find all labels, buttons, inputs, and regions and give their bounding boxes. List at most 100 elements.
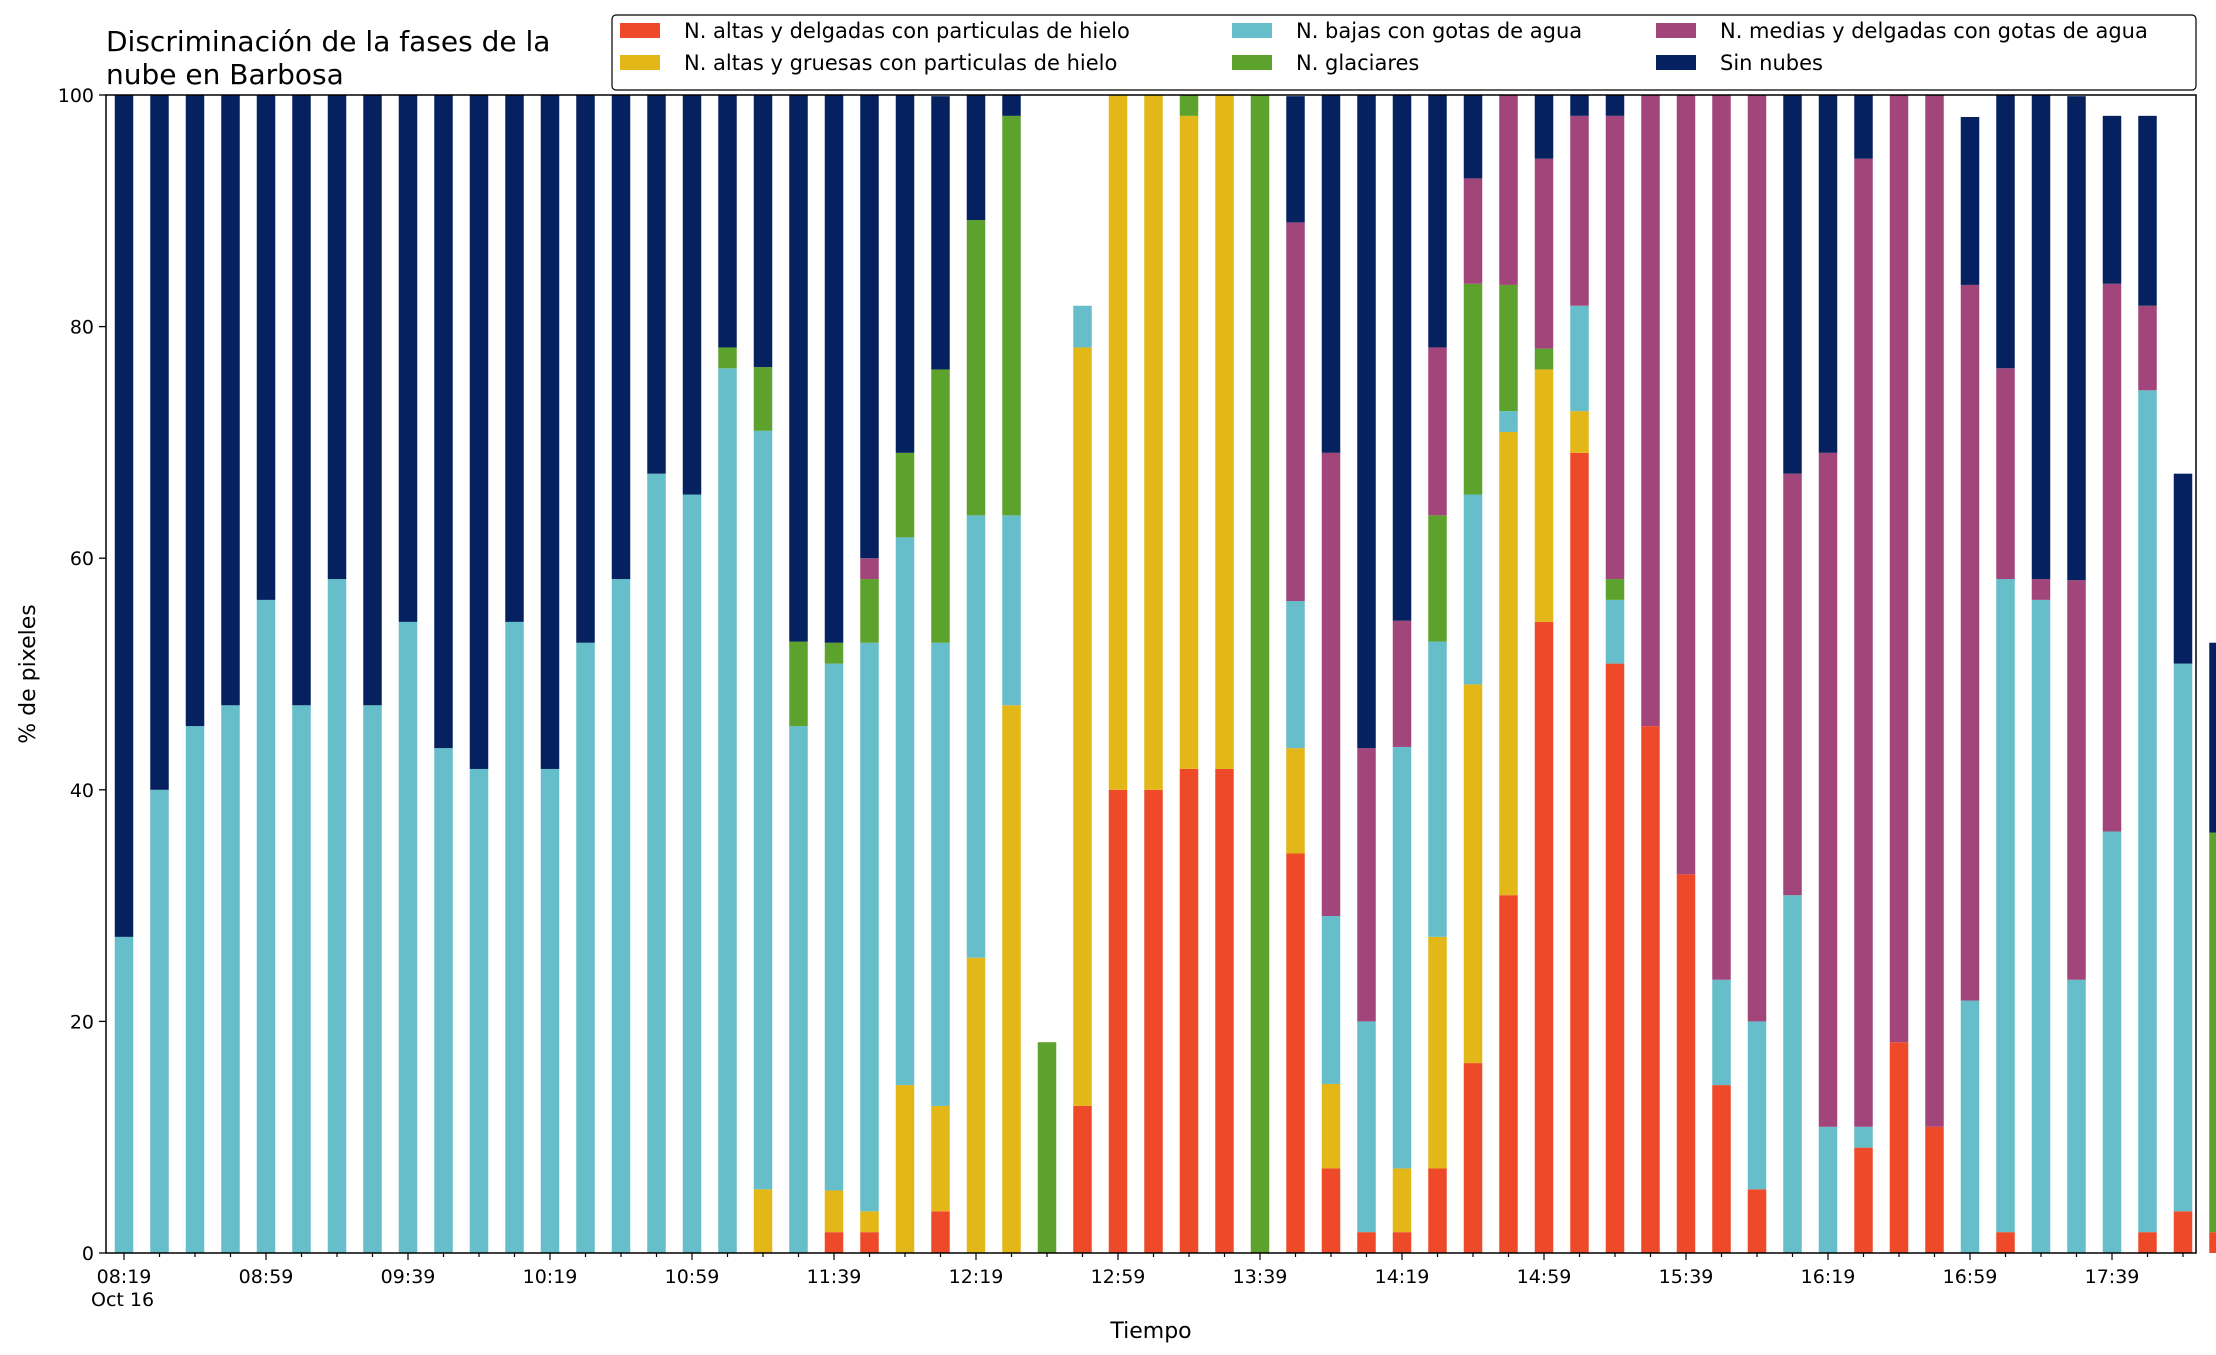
bar-segment-s0-46 — [1747, 1189, 1767, 1253]
bar-segment-s5-22 — [895, 95, 915, 453]
legend-label-3: N. glaciares — [1296, 51, 1419, 75]
bar-segment-s0-53 — [1996, 1232, 2015, 1253]
x-axis-label: Tiempo — [1109, 1319, 1191, 1344]
bar-segment-s3-19 — [789, 641, 808, 727]
bar-segment-s5-54 — [2031, 95, 2051, 580]
legend-label-0: N. altas y delgadas con particulas de hi… — [684, 19, 1130, 43]
legend-label-1: N. altas y gruesas con particulas de hie… — [684, 51, 1117, 75]
bar-segment-s5-11 — [505, 95, 524, 622]
bar-segment-s2-37 — [1428, 641, 1447, 937]
bar-segment-s5-36 — [1392, 95, 1412, 621]
bar-segment-s4-46 — [1747, 95, 1767, 1022]
bar-segment-s5-33 — [1286, 96, 1305, 223]
bar-segment-s4-57 — [2138, 305, 2157, 391]
legend-swatch-2 — [1232, 23, 1272, 38]
bar-segment-s2-0 — [114, 936, 134, 1253]
bar-segment-s5-10 — [469, 95, 489, 769]
y-tick-label-4: 80 — [70, 317, 94, 339]
bar-segment-s2-22 — [895, 537, 915, 1086]
bar-segment-s2-45 — [1712, 979, 1731, 1086]
y-tick-label-2: 40 — [70, 780, 94, 802]
bar-segment-s1-28 — [1108, 95, 1128, 790]
bar-segment-s2-12 — [540, 768, 560, 1253]
bar-segment-s5-0 — [114, 95, 134, 937]
bar-segment-s4-43 — [1641, 95, 1660, 727]
bar-segment-s5-38 — [1463, 95, 1483, 179]
bar-segment-s2-25 — [1002, 515, 1021, 706]
legend-swatch-4 — [1656, 23, 1696, 38]
bar-segment-s1-31 — [1215, 95, 1234, 769]
bar-segment-s1-33 — [1286, 748, 1305, 854]
bar-segment-s0-44 — [1676, 874, 1696, 1253]
bar-segment-s5-35 — [1357, 95, 1376, 749]
bar-segment-s5-41 — [1570, 95, 1589, 116]
bar-segment-s0-59 — [2209, 1232, 2216, 1253]
y-tick-label-1: 20 — [70, 1011, 94, 1033]
x-tick-label-9: 14:19 — [1375, 1266, 1430, 1288]
bar-segment-s5-49 — [1854, 95, 1873, 159]
legend-label-2: N. bajas con gotas de agua — [1296, 19, 1582, 43]
bar-segment-s5-19 — [789, 95, 808, 642]
bar-segment-s0-33 — [1286, 853, 1305, 1253]
legend-swatch-3 — [1232, 55, 1272, 70]
bar-segment-s1-38 — [1463, 684, 1483, 1064]
bar-segment-s2-41 — [1570, 305, 1589, 412]
bar-segment-s5-7 — [363, 95, 382, 706]
bar-segment-s4-39 — [1499, 95, 1518, 285]
bar-segment-s3-37 — [1428, 515, 1447, 642]
bar-segment-s5-3 — [221, 95, 240, 706]
bar-segment-s2-21 — [860, 642, 879, 1212]
bar-segment-s5-56 — [2102, 115, 2122, 284]
bar-segment-s5-48 — [1818, 95, 1838, 453]
bar-segment-s2-16 — [682, 494, 702, 1253]
bar-segment-s4-48 — [1818, 452, 1838, 1127]
bar-segment-s5-12 — [540, 95, 560, 769]
bar-segment-s4-38 — [1463, 178, 1483, 284]
bar-segment-s5-37 — [1428, 95, 1447, 348]
bar-segment-s4-34 — [1321, 452, 1341, 917]
bar-segment-s0-58 — [2173, 1211, 2193, 1253]
bar-segment-s0-38 — [1463, 1063, 1483, 1253]
legend-box — [611, 14, 2197, 91]
x-tick-label-13: 16:59 — [1943, 1266, 1998, 1288]
bar-segment-s4-50 — [1889, 95, 1909, 1043]
bar-segment-s4-44 — [1676, 95, 1696, 875]
chart-title: Discriminación de la fases de la nube en… — [106, 25, 550, 91]
bar-segment-s4-47 — [1783, 473, 1802, 896]
x-axis: 08:19 08:59 09:39 10:19 10:59 11:39 12:19 12:59… — [91, 1253, 2184, 1311]
bar-segment-s3-22 — [895, 452, 915, 538]
bar-segment-s0-34 — [1321, 1168, 1341, 1253]
bar-segment-s3-26 — [1037, 1042, 1057, 1253]
y-tick-label-0: 0 — [82, 1243, 94, 1265]
bar-segment-s5-58 — [2173, 473, 2193, 664]
bar-segment-s1-24 — [966, 957, 986, 1253]
bar-segment-s5-2 — [185, 95, 205, 727]
bar-segment-s5-59 — [2209, 642, 2216, 833]
legend-swatch-0 — [620, 23, 660, 38]
x-tick-label-2: 09:39 — [381, 1266, 436, 1288]
y-tick-label-3: 60 — [70, 548, 94, 570]
bar-segment-s1-30 — [1179, 115, 1199, 769]
x-tick-date-label: Oct 16 — [91, 1289, 154, 1311]
bar-segment-s2-10 — [469, 768, 489, 1253]
bar-segment-s5-47 — [1783, 95, 1802, 474]
bar-segment-s2-42 — [1605, 599, 1625, 664]
bar-segment-s3-38 — [1463, 283, 1483, 495]
x-tick-label-12: 16:19 — [1801, 1266, 1856, 1288]
bar-segment-s0-42 — [1605, 663, 1625, 1253]
bar-segment-s5-34 — [1321, 95, 1341, 453]
bar-segment-s0-23 — [931, 1211, 950, 1253]
bar-segment-s5-25 — [1002, 95, 1021, 116]
bar-segment-s2-58 — [2173, 663, 2193, 1212]
chart-title-line-1: Discriminación de la fases de la — [106, 25, 550, 58]
bar-segment-s3-40 — [1534, 348, 1554, 370]
bar-segment-s4-49 — [1854, 158, 1873, 1127]
bar-segment-s3-20 — [824, 642, 844, 664]
bar-segment-s0-57 — [2138, 1232, 2157, 1253]
bar-segment-s2-13 — [576, 642, 595, 1253]
bar-segment-s4-52 — [1960, 284, 1980, 1001]
bar-segment-s4-42 — [1605, 115, 1625, 580]
bar-segment-s5-21 — [860, 95, 879, 559]
x-tick-label-10: 14:59 — [1517, 1266, 1572, 1288]
bar-segment-s5-18 — [753, 95, 773, 368]
